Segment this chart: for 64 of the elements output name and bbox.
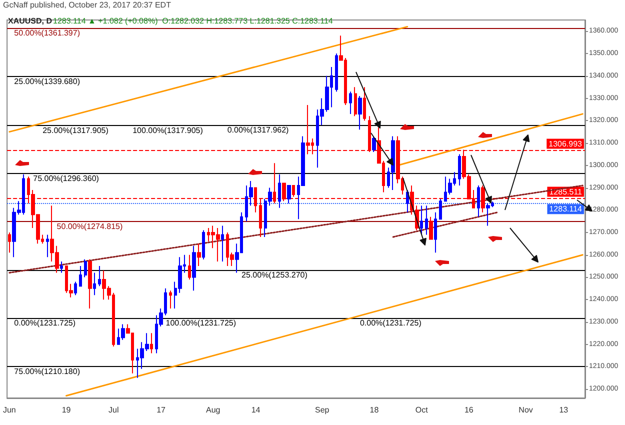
candlestick <box>197 243 201 267</box>
x-tick-label: 16 <box>464 406 474 414</box>
ref-line-label: 75.00%(1296.360) <box>33 174 100 184</box>
candlestick <box>292 185 295 198</box>
x-tick-label: Oct <box>415 406 429 414</box>
candlestick <box>8 232 11 254</box>
chart-title: XAUUSD, D <box>8 16 52 26</box>
ref-line-label: 50.00%(1274.815) <box>56 222 123 232</box>
ref-line-label: 1306.993 <box>548 139 583 148</box>
candlestick <box>358 96 362 130</box>
ref-line-label: 75.00%(1210.180) <box>14 366 80 376</box>
candlestick <box>60 261 63 274</box>
candlestick <box>88 258 92 310</box>
x-tick-label: Nov <box>518 406 533 414</box>
candlestick <box>372 136 376 152</box>
annotation: 0.00%(1231.725) <box>360 318 422 328</box>
candlestick <box>434 212 437 254</box>
candlestick <box>439 198 442 220</box>
x-tick-label: Sep <box>314 406 330 414</box>
candlestick <box>46 234 49 258</box>
annotation: 100.00%(1317.905) <box>132 126 204 135</box>
candlestick <box>84 258 87 278</box>
candlestick <box>349 91 352 114</box>
candlestick <box>150 332 153 354</box>
x-tick-label: 19 <box>62 406 72 414</box>
candlestick <box>79 266 82 287</box>
annotation: 0.00%(1317.962) <box>227 126 290 135</box>
candlestick <box>420 205 423 236</box>
candlestick <box>169 290 172 310</box>
ref-line-label: 1283.114 <box>549 204 583 214</box>
candlestick <box>93 272 96 296</box>
x-tick-label: Aug <box>206 406 220 414</box>
ref-line-label: 0.00%(1231.725) <box>14 318 76 328</box>
candlestick <box>486 202 490 226</box>
text: GcNaff published, October 23, 2017 20:37 EDT <box>3 0 172 10</box>
annotation: 100.00%(1231.725) <box>166 318 236 328</box>
candlestick <box>74 281 77 296</box>
x-tick-label: 14 <box>251 406 261 414</box>
candlestick <box>335 53 338 92</box>
x-tick-label: Jul <box>108 406 119 414</box>
ref-line-label: 50.00%(1361.397) <box>14 28 80 38</box>
x-tick-label: Jun <box>2 406 16 414</box>
chart-subtitle: 1283.114 ▲ +1.082 (+0.08%) O:1282.032 H:1283.773 L:1281.325 C:1283.114 <box>53 16 334 26</box>
ref-line-label: 25.00%(1253.270) <box>242 270 308 280</box>
x-tick-label: 13 <box>559 406 569 414</box>
candlestick <box>221 225 224 262</box>
candlestick <box>425 205 428 236</box>
candlestick <box>278 174 281 208</box>
x-tick-label: 18 <box>370 406 380 414</box>
candlestick <box>481 185 485 213</box>
candlestick <box>98 266 101 287</box>
ref-line-label: 25.00%(1339.680) <box>14 77 80 86</box>
candlestick <box>192 245 196 292</box>
candlestick <box>363 86 366 122</box>
candlestick <box>202 230 205 260</box>
x-tick-label: 17 <box>156 406 166 414</box>
candlestick <box>188 254 191 280</box>
candlestick <box>477 185 480 218</box>
candlestick <box>354 86 357 117</box>
candlestick <box>429 216 433 240</box>
candlestick <box>458 154 461 186</box>
candlestick <box>406 189 409 213</box>
candlestick <box>287 185 291 204</box>
ref-line-label: 25.00%(1317.905) <box>42 126 109 135</box>
